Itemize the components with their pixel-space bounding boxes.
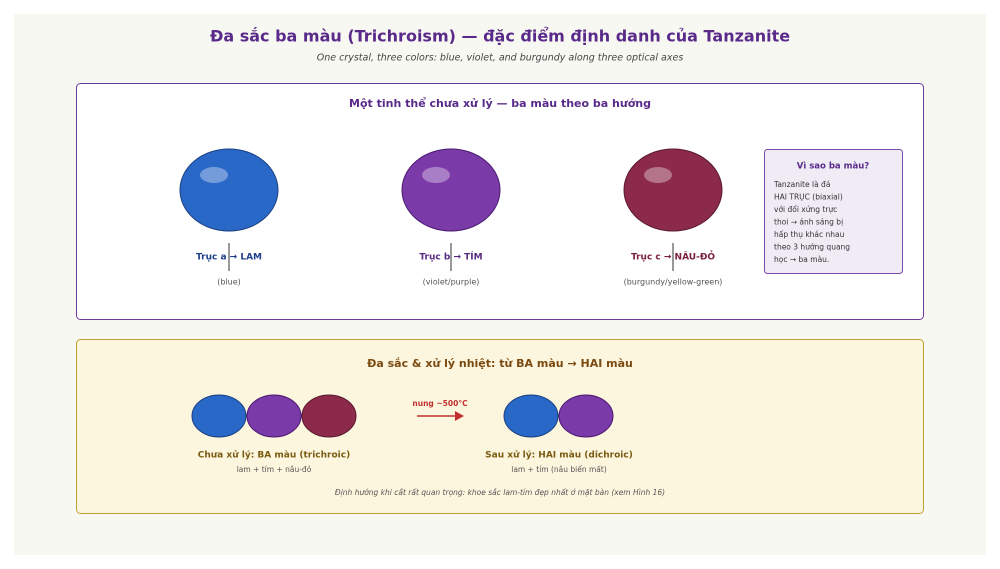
- color-swatch: [558, 394, 614, 438]
- sidebar-line: Tanzanite là đá: [773, 180, 830, 189]
- sidebar-box: [764, 149, 903, 274]
- sidebar-lines: Tanzanite là đá HAI TRỤC (biaxial) với đối…: [773, 180, 850, 264]
- color-swatch: [246, 394, 302, 438]
- highlight: [644, 167, 672, 183]
- sidebar-line: với đối xứng trực: [774, 205, 837, 214]
- crystal-b: Trục b → TÍM (violet/purple): [401, 148, 501, 287]
- before-label: Chưa xử lý: BA màu (trichroic): [198, 450, 350, 461]
- axis-note: (violet/purple): [423, 278, 480, 287]
- sidebar-line: hấp thụ khác nhau: [774, 230, 845, 239]
- subtitle: One crystal, three colors: blue, violet,…: [317, 53, 684, 64]
- sidebar-line: theo 3 hướng quang: [774, 243, 850, 252]
- color-swatch: [191, 394, 247, 438]
- sidebar-line: học → ba màu.: [774, 255, 829, 264]
- axis-label: Trục a → LAM: [196, 253, 262, 263]
- title: Đa sắc ba màu (Trichroism) — đặc điểm đị…: [210, 27, 790, 46]
- panel-untreated: [76, 83, 924, 320]
- crystal: [401, 148, 501, 232]
- panel-heading: Đa sắc & xử lý nhiệt: từ BA màu → HAI mà…: [367, 357, 633, 370]
- highlight: [200, 167, 228, 183]
- sidebar-line: thoi → ánh sáng bị: [774, 218, 843, 227]
- arrow-head: [455, 411, 464, 421]
- axis-note: (blue): [217, 278, 241, 287]
- sidebar-line: HAI TRỤC (biaxial): [774, 193, 843, 202]
- crystal-c: Trục c → NÂU-ĐỎ (burgundy/yellow-green): [623, 148, 723, 287]
- crystal-a: Trục a → LAM (blue): [179, 148, 279, 287]
- axis-label: Trục b → TÍM: [419, 251, 482, 263]
- footnote: Định hướng khi cắt rất quan trọng: khoe …: [335, 488, 665, 497]
- sidebar: Vì sao ba màu? Tanzanite là đá HAI TRỤC (…: [764, 149, 903, 274]
- arrow-label: nung ~500°C: [412, 399, 468, 408]
- panel-heading: Một tinh thể chưa xử lý — ba màu theo ba…: [349, 97, 651, 110]
- before-note: lam + tím + nâu-đỏ: [237, 465, 312, 474]
- axis-label: Trục c → NÂU-ĐỎ: [631, 250, 715, 263]
- color-swatch: [301, 394, 357, 438]
- highlight: [422, 167, 450, 183]
- axis-note: (burgundy/yellow-green): [624, 278, 723, 287]
- crystal: [179, 148, 279, 232]
- crystal: [623, 148, 723, 232]
- after-note: lam + tím (nâu biến mất): [511, 465, 607, 474]
- color-swatch: [503, 394, 559, 438]
- panel-heat: [76, 339, 924, 514]
- sidebar-title: Vì sao ba màu?: [797, 162, 869, 172]
- after-label: Sau xử lý: HAI màu (dichroic): [485, 450, 633, 461]
